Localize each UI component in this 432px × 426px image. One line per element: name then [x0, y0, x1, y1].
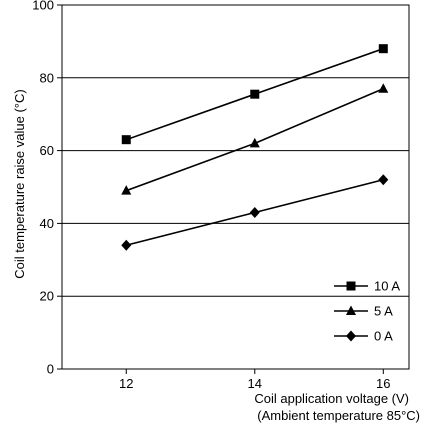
legend-label-2: 0 A [374, 329, 393, 344]
data-point-0-2 [378, 44, 388, 54]
data-point-2-1 [249, 206, 260, 218]
legend: 10 A 5 A 0 A [334, 279, 400, 344]
x-axis-label: Coil application voltage (V) [254, 391, 409, 406]
data-point-1-1 [249, 137, 260, 148]
x-tick-label-12: 12 [119, 376, 133, 391]
legend-marker-1 [346, 305, 356, 315]
legend-item-2: 0 A [334, 329, 393, 344]
axis-ticks: 0 20 40 60 80 100 12 14 16 [32, 0, 390, 391]
y-tick-label-60: 60 [40, 143, 54, 158]
series-1 [121, 83, 389, 195]
plot-area-frame [61, 4, 410, 370]
y-tick-label-0: 0 [47, 362, 54, 377]
y-tick-label-20: 20 [40, 289, 54, 304]
y-tick-label-100: 100 [32, 0, 54, 13]
data-point-0-1 [250, 89, 260, 99]
y-tick-label-80: 80 [40, 70, 54, 85]
series-lines [121, 44, 389, 251]
x-tick-label-14: 14 [248, 376, 262, 391]
legend-item-0: 10 A [334, 279, 400, 294]
data-point-2-2 [378, 174, 389, 186]
y-axis-label: Coil temperature raise value (°C) [12, 89, 27, 278]
legend-marker-2 [346, 330, 356, 342]
legend-item-1: 5 A [334, 304, 393, 319]
data-point-2-0 [121, 239, 132, 251]
series-0 [121, 44, 388, 145]
data-point-1-0 [121, 185, 132, 195]
data-point-0-0 [121, 135, 131, 145]
x-tick-label-16: 16 [376, 376, 390, 391]
legend-marker-0 [346, 281, 356, 291]
y-tick-label-40: 40 [40, 216, 54, 231]
data-point-1-2 [378, 83, 389, 93]
series-2 [121, 174, 389, 251]
x-axis-note: (Ambient temperature 85°C) [257, 408, 420, 423]
legend-label-1: 5 A [374, 304, 393, 319]
legend-label-0: 10 A [374, 279, 400, 294]
